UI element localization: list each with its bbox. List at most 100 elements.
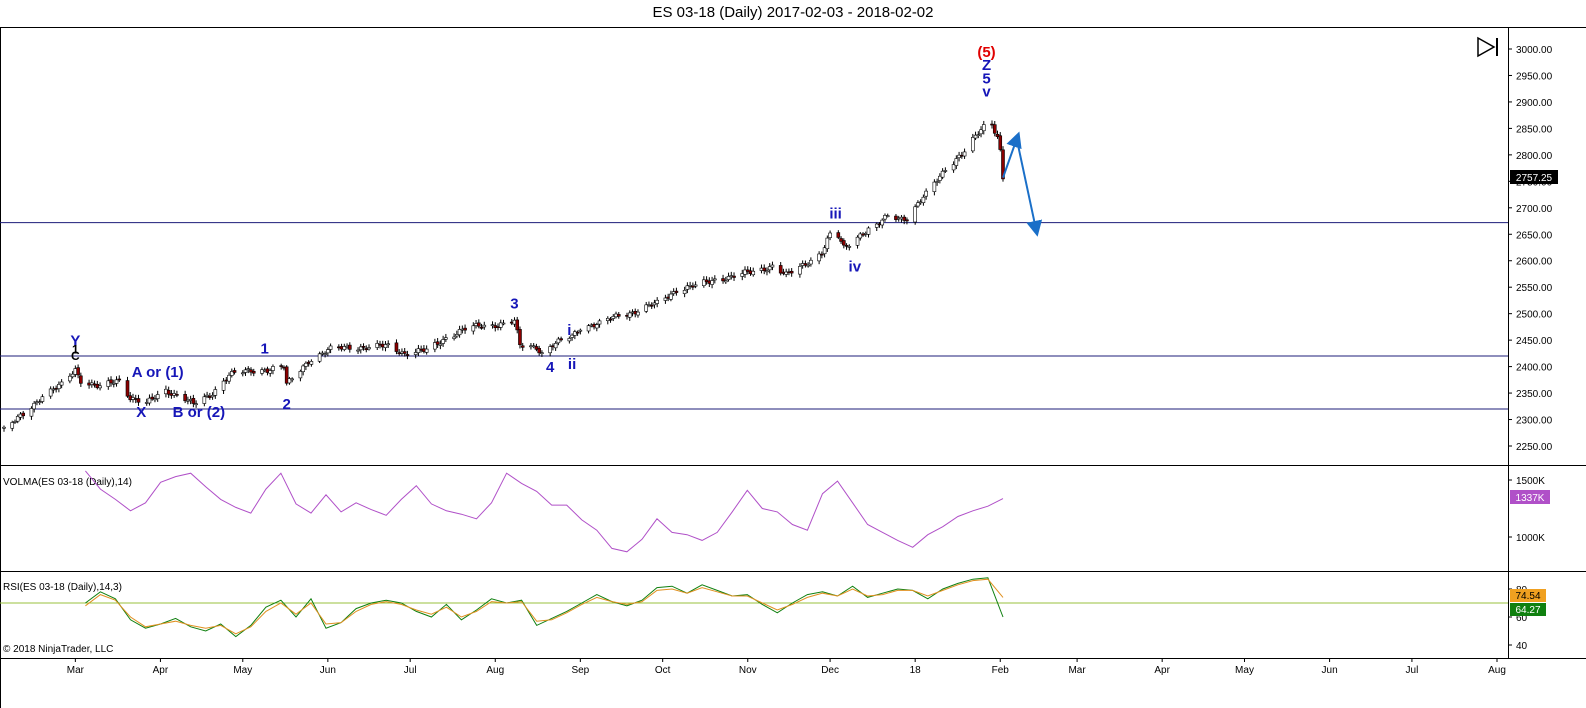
price-tick-label: 3000.00 xyxy=(1516,45,1553,56)
price-y-axis: 3000.002950.002900.002850.002800.002750.… xyxy=(1508,45,1553,453)
ohlc-bar xyxy=(962,148,967,159)
ohlc-bar xyxy=(147,394,152,406)
price-tick-label: 2250.00 xyxy=(1516,442,1553,453)
ohlc-bar xyxy=(471,322,476,335)
ohlc-bar xyxy=(501,319,506,326)
ohlc-bar xyxy=(762,264,767,275)
ohlc-bar xyxy=(685,282,690,294)
x-tick-label: Jul xyxy=(1406,665,1419,676)
ohlc-bar xyxy=(326,347,330,357)
ohlc-bar xyxy=(155,390,160,402)
projection-down-leg xyxy=(1015,138,1043,237)
ohlc-bar xyxy=(770,261,775,271)
ohlc-bar xyxy=(175,390,179,398)
ohlc-bar xyxy=(976,131,981,139)
ohlc-bar xyxy=(691,282,695,291)
wave-label: Y xyxy=(70,332,80,349)
ohlc-bar xyxy=(309,359,314,367)
ohlc-bar xyxy=(227,372,231,385)
ohlc-bar xyxy=(76,364,80,379)
ohlc-bar xyxy=(798,263,802,278)
ohlc-bar xyxy=(644,301,649,314)
wave-label: C xyxy=(71,349,80,363)
ohlc-bar xyxy=(463,324,467,334)
wave-label: 4 xyxy=(546,359,555,376)
ohlc-bar xyxy=(652,299,657,309)
ohlc-bar xyxy=(441,335,445,347)
ohlc-bar xyxy=(172,389,176,398)
volma-panel-label: VOLMA(ES 03-18 (Daily),14) xyxy=(3,477,132,488)
ohlc-bar xyxy=(106,377,111,390)
ohlc-bar xyxy=(611,314,616,322)
ohlc-bar xyxy=(232,367,237,375)
ohlc-bar xyxy=(183,390,187,404)
ohlc-bar xyxy=(778,262,783,276)
ohlc-bar xyxy=(476,319,481,329)
x-tick-label: Apr xyxy=(153,665,169,676)
ohlc-bar xyxy=(479,323,484,330)
ohlc-bar xyxy=(348,342,352,353)
ohlc-bar xyxy=(740,269,745,281)
ohlc-bar xyxy=(40,394,45,404)
ohlc-bar xyxy=(943,167,948,173)
x-tick-label: Apr xyxy=(1154,665,1170,676)
volma-tick-label: 1000K xyxy=(1516,533,1545,544)
ohlc-bar xyxy=(866,226,871,238)
x-tick-label: Jun xyxy=(320,665,336,676)
ohlc-bar xyxy=(79,372,83,388)
ohlc-bar xyxy=(885,213,890,218)
ohlc-bar xyxy=(669,290,673,302)
ohlc-bar xyxy=(595,322,599,332)
ohlc-bar xyxy=(784,268,788,278)
price-horizontal-lines xyxy=(0,222,1508,410)
volma-last-label: 1337K xyxy=(1516,493,1545,504)
price-tick-label: 2550.00 xyxy=(1516,283,1553,294)
ohlc-bar xyxy=(518,326,522,349)
wave-label: B or (2) xyxy=(173,404,226,421)
ohlc-bar xyxy=(822,245,827,258)
ohlc-bar xyxy=(663,294,668,304)
price-tick-label: 2650.00 xyxy=(1516,230,1553,241)
ohlc-bar xyxy=(229,368,234,378)
ohlc-bar xyxy=(304,361,308,371)
wave-label: 2 xyxy=(283,396,291,413)
rsi-panel-label: RSI(ES 03-18 (Daily),14,3) xyxy=(3,582,122,593)
ohlc-bar xyxy=(858,232,863,241)
x-tick-label: Aug xyxy=(486,665,504,676)
chart-title: ES 03-18 (Daily) 2017-02-03 - 2018-02-02 xyxy=(652,4,934,21)
ohlc-bar xyxy=(109,376,113,387)
ohlc-bar xyxy=(328,343,333,354)
price-tick-label: 2450.00 xyxy=(1516,336,1553,347)
x-tick-label: 18 xyxy=(910,665,922,676)
ohlc-bar xyxy=(323,351,327,358)
price-tick-label: 2300.00 xyxy=(1516,416,1553,427)
rsi-last-value: 64.27 xyxy=(1515,605,1540,616)
ohlc-bar xyxy=(806,262,810,268)
ohlc-bar xyxy=(935,178,939,186)
last-price-label: 2757.25 xyxy=(1516,173,1553,184)
wave-label: 1 xyxy=(261,340,269,357)
ohlc-bar xyxy=(842,238,846,249)
ohlc-bar xyxy=(674,287,679,296)
ohlc-bar xyxy=(940,168,945,180)
ohlc-bar xyxy=(721,274,725,284)
rsi-series-line xyxy=(85,577,1004,638)
ohlc-bar xyxy=(166,386,171,398)
ohlc-bar xyxy=(828,230,832,241)
ohlc-bar xyxy=(405,350,410,360)
ohlc-bar xyxy=(916,200,920,208)
ohlc-bar xyxy=(221,378,226,395)
x-axis: Mar Apr May Jun Jul Aug Sep Oct Nov Dec 18 Feb Mar Ap… xyxy=(67,658,1506,676)
x-tick-label: Feb xyxy=(992,665,1010,676)
price-tick-label: 2950.00 xyxy=(1516,71,1553,82)
ohlc-bar xyxy=(202,393,207,407)
ohlc-bar xyxy=(29,406,34,420)
ohlc-bar xyxy=(559,336,563,342)
wave-label: v xyxy=(982,84,991,101)
ohlc-bar xyxy=(13,419,17,424)
rsi-avg-value: 74.54 xyxy=(1515,591,1540,602)
scroll-end-icon[interactable] xyxy=(1477,36,1498,58)
wave-label: ii xyxy=(568,356,576,373)
ohlc-bar xyxy=(520,342,525,351)
